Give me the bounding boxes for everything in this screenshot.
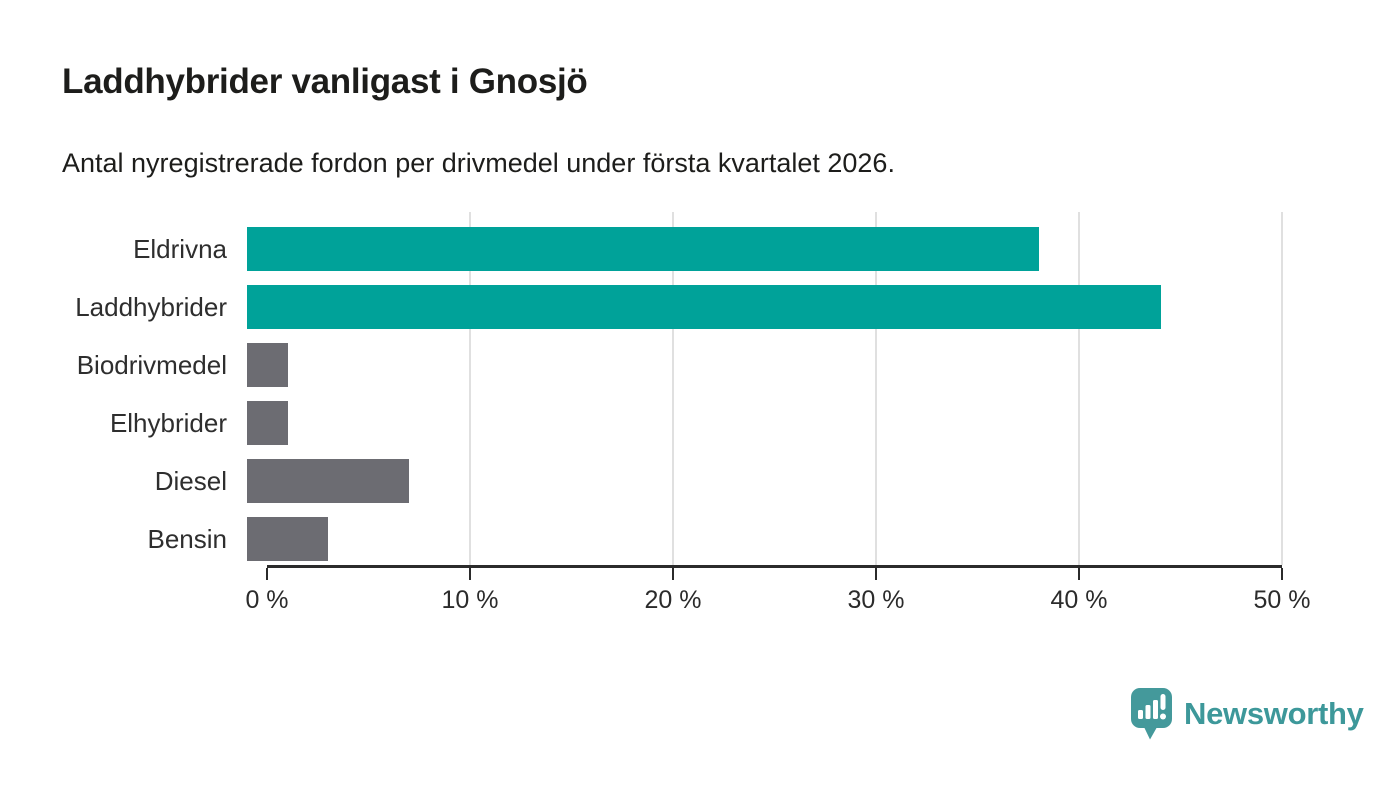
bar-track bbox=[247, 227, 1262, 271]
x-axis-tick-label: 50 % bbox=[1253, 586, 1311, 614]
category-label: Laddhybrider bbox=[75, 291, 227, 322]
bar-elhybrider bbox=[247, 401, 288, 445]
chart-row-bensin: Bensin bbox=[62, 510, 1322, 568]
chart-row-eldrivna: Eldrivna bbox=[62, 220, 1322, 278]
bar-eldrivna bbox=[247, 227, 1039, 271]
x-axis-tick-labels: 0 % 10 % 20 % 30 % 40 % 50 % bbox=[245, 586, 1310, 620]
category-label: Elhybrider bbox=[109, 407, 227, 438]
newsworthy-logo-icon bbox=[1131, 688, 1172, 740]
x-axis-tick-20 bbox=[672, 568, 674, 580]
gridline-40 bbox=[1078, 212, 1080, 565]
bar-track bbox=[247, 343, 1262, 387]
chart-row-diesel: Diesel bbox=[62, 452, 1322, 510]
gridline-50 bbox=[1281, 212, 1283, 565]
bar-bensin bbox=[247, 517, 329, 561]
category-label: Biodrivmedel bbox=[76, 349, 227, 380]
bar-laddhybrider bbox=[247, 285, 1161, 329]
chart-row-laddhybrider: Laddhybrider bbox=[62, 278, 1322, 336]
category-label: Diesel bbox=[154, 465, 227, 496]
category-label: Bensin bbox=[147, 523, 228, 554]
gridline-20 bbox=[672, 212, 674, 565]
bar-track bbox=[247, 459, 1262, 503]
bar-biodrivmedel bbox=[247, 343, 288, 387]
plot-area bbox=[266, 212, 1283, 580]
category-label: Eldrivna bbox=[133, 233, 227, 264]
x-axis-tick-label: 10 % bbox=[441, 586, 499, 614]
gridline-10 bbox=[469, 212, 471, 565]
x-axis-tick-50 bbox=[1281, 568, 1283, 580]
x-axis-tick-label: 30 % bbox=[847, 586, 905, 614]
x-axis-tick-0 bbox=[266, 568, 268, 580]
bar-diesel bbox=[247, 459, 410, 503]
x-axis-tick-30 bbox=[875, 568, 877, 580]
newsworthy-logo-text: Newsworthy bbox=[1184, 696, 1364, 731]
x-axis-tick-40 bbox=[1078, 568, 1080, 580]
x-axis-tick-label: 40 % bbox=[1050, 586, 1108, 614]
gridline-30 bbox=[875, 212, 877, 565]
x-axis-tick-label: 0 % bbox=[245, 586, 289, 614]
newsworthy-brand: Newsworthy bbox=[1131, 688, 1364, 740]
bar-track bbox=[247, 401, 1262, 445]
chart-subtitle: Antal nyregistrerade fordon per drivmede… bbox=[62, 148, 895, 178]
bar-track bbox=[247, 285, 1262, 329]
bar-track bbox=[247, 517, 1262, 561]
bar-rows: Eldrivna Laddhybrider Biodrivmedel Elhybrid… bbox=[62, 220, 1322, 568]
x-axis-tick-10 bbox=[469, 568, 471, 580]
bar-chart: Eldrivna Laddhybrider Biodrivmedel Elhybrid… bbox=[62, 212, 1322, 632]
chart-title: Laddhybrider vanligast i Gnosjö bbox=[62, 62, 588, 101]
chart-row-elhybrider: Elhybrider bbox=[62, 394, 1322, 452]
x-axis-tick-label: 20 % bbox=[644, 586, 702, 614]
chart-row-biodrivmedel: Biodrivmedel bbox=[62, 336, 1322, 394]
